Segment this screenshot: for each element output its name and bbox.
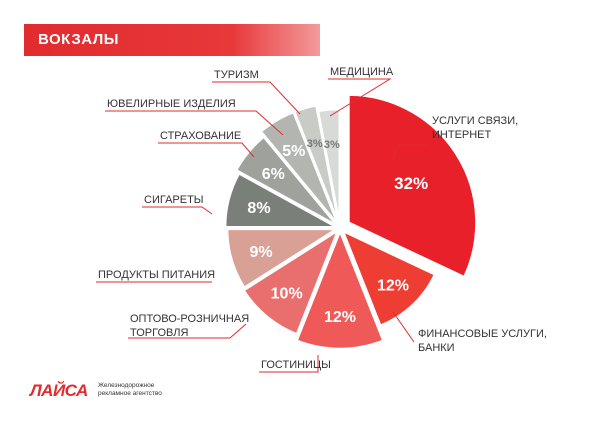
leader-line xyxy=(212,81,301,115)
slice-value-label: 12% xyxy=(377,277,409,294)
pie-slice xyxy=(294,227,386,351)
page-title: ВОКЗАЛЫ xyxy=(38,31,119,48)
logo-mark: ЛАЙСА xyxy=(30,381,88,400)
pie-slice xyxy=(225,227,342,290)
slice-value-label: 9% xyxy=(250,244,273,261)
pie-slice xyxy=(292,103,341,226)
slice-category-label: ГОСТИНИЦЫ xyxy=(261,359,331,371)
logo-line-1: Железнодорожное xyxy=(98,382,155,389)
slice-value-label: 5% xyxy=(282,143,305,160)
leader-line xyxy=(105,110,284,136)
leader-line xyxy=(158,142,255,158)
slice-value-label: 6% xyxy=(262,166,285,183)
pie-slice xyxy=(347,93,478,279)
slice-category-label: ТУРИЗМ xyxy=(214,69,259,81)
leader-line xyxy=(392,311,415,343)
leader-line xyxy=(142,206,213,215)
title-bar: ВОКЗАЛЫ xyxy=(24,24,320,56)
pie-slice xyxy=(316,107,341,226)
slice-value-label: 10% xyxy=(271,285,303,302)
slice-category-label: ПРОДУКТЫ ПИТАНИЯ xyxy=(98,269,215,281)
leader-line xyxy=(259,355,319,373)
leader-line xyxy=(392,144,428,159)
pie-slice xyxy=(241,227,341,337)
pie-slice xyxy=(223,171,338,229)
logo-subtitle: Железнодорожное рекламное агентство xyxy=(98,382,208,398)
pie-slice xyxy=(340,228,437,328)
slice-category-label: ОПТОВО-РОЗНИЧНАЯ ТОРГОВЛЯ xyxy=(130,313,249,339)
slice-value-label: 8% xyxy=(247,200,270,217)
leader-line xyxy=(128,323,247,339)
slice-category-label: ФИНАНСОВЫЕ УСЛУГИ, БАНКИ xyxy=(418,328,547,354)
leader-line xyxy=(328,78,392,117)
logo-line-2: рекламное агентство xyxy=(98,390,162,397)
slice-category-label: ЮВЕЛИРНЫЕ ИЗДЕЛИЯ xyxy=(107,98,236,110)
slice-value-label: 32% xyxy=(394,174,428,193)
slice-value-label: 12% xyxy=(324,309,356,326)
slice-category-label: УСЛУГИ СВЯЗИ, ИНТЕРНЕТ xyxy=(432,115,518,141)
slice-category-label: СИГАРЕТЫ xyxy=(144,194,204,206)
slice-value-label: 3% xyxy=(324,139,340,151)
slice-category-label: СТРАХОВАНИЕ xyxy=(160,130,241,142)
slice-value-label: 3% xyxy=(307,138,323,150)
slice-category-label: МЕДИЦИНА xyxy=(330,66,394,78)
